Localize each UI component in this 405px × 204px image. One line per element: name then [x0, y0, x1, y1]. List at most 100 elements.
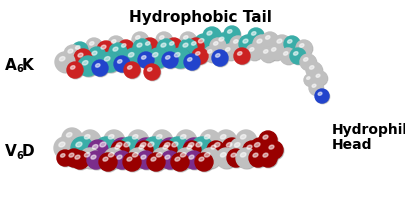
Circle shape	[136, 142, 153, 160]
Circle shape	[119, 41, 134, 57]
Circle shape	[65, 46, 83, 64]
Circle shape	[74, 49, 92, 67]
Circle shape	[284, 37, 300, 53]
Ellipse shape	[84, 153, 90, 157]
Ellipse shape	[113, 47, 118, 51]
Circle shape	[188, 39, 204, 55]
Ellipse shape	[214, 143, 220, 147]
Circle shape	[202, 27, 220, 45]
Ellipse shape	[226, 143, 231, 147]
Ellipse shape	[108, 153, 114, 157]
Ellipse shape	[315, 74, 319, 77]
Ellipse shape	[188, 143, 194, 147]
Ellipse shape	[160, 43, 166, 47]
Ellipse shape	[100, 142, 106, 147]
Circle shape	[55, 138, 77, 160]
Ellipse shape	[115, 145, 120, 149]
Circle shape	[80, 148, 100, 168]
Ellipse shape	[293, 52, 297, 55]
Circle shape	[259, 46, 275, 62]
Ellipse shape	[68, 49, 73, 53]
Ellipse shape	[101, 45, 106, 49]
Circle shape	[99, 153, 117, 171]
Circle shape	[114, 152, 132, 170]
Circle shape	[72, 43, 89, 59]
Circle shape	[177, 131, 196, 151]
Circle shape	[315, 90, 329, 104]
Ellipse shape	[91, 155, 96, 159]
Ellipse shape	[240, 153, 245, 157]
Ellipse shape	[116, 143, 121, 147]
Ellipse shape	[242, 39, 247, 43]
Circle shape	[148, 48, 168, 68]
Circle shape	[245, 44, 261, 60]
Circle shape	[180, 33, 196, 49]
Circle shape	[128, 148, 148, 168]
Circle shape	[258, 149, 276, 167]
Circle shape	[129, 149, 149, 169]
Circle shape	[124, 62, 140, 78]
Ellipse shape	[175, 157, 179, 161]
Circle shape	[207, 142, 225, 160]
Ellipse shape	[152, 53, 158, 57]
Circle shape	[224, 26, 239, 42]
Circle shape	[230, 37, 246, 53]
Circle shape	[259, 150, 277, 168]
Circle shape	[142, 38, 158, 54]
Circle shape	[249, 150, 267, 168]
Circle shape	[54, 137, 76, 159]
Circle shape	[177, 149, 196, 169]
Circle shape	[235, 148, 256, 168]
Ellipse shape	[183, 36, 188, 39]
Circle shape	[86, 38, 102, 54]
Ellipse shape	[207, 31, 211, 35]
Ellipse shape	[69, 153, 74, 157]
Circle shape	[300, 55, 316, 71]
Circle shape	[248, 29, 264, 45]
Circle shape	[179, 39, 196, 57]
Circle shape	[95, 137, 117, 159]
Circle shape	[144, 138, 166, 160]
Ellipse shape	[262, 153, 267, 157]
Circle shape	[170, 48, 190, 68]
Circle shape	[200, 149, 220, 169]
Circle shape	[112, 138, 132, 158]
Circle shape	[185, 152, 203, 170]
Ellipse shape	[75, 155, 80, 159]
Ellipse shape	[299, 44, 303, 47]
Circle shape	[113, 151, 131, 169]
Circle shape	[188, 38, 203, 54]
Ellipse shape	[108, 135, 114, 139]
Ellipse shape	[237, 52, 241, 55]
Circle shape	[158, 40, 175, 58]
Ellipse shape	[287, 40, 291, 43]
Ellipse shape	[70, 66, 75, 69]
Circle shape	[138, 152, 156, 170]
Circle shape	[93, 61, 109, 77]
Ellipse shape	[254, 143, 259, 147]
Circle shape	[262, 33, 278, 49]
Circle shape	[97, 41, 115, 59]
Ellipse shape	[164, 143, 170, 147]
Circle shape	[62, 128, 82, 148]
Circle shape	[290, 49, 306, 65]
Ellipse shape	[140, 143, 146, 147]
Ellipse shape	[145, 42, 149, 45]
Ellipse shape	[117, 155, 121, 159]
Circle shape	[306, 63, 322, 79]
Ellipse shape	[195, 142, 201, 147]
Ellipse shape	[128, 53, 134, 57]
Circle shape	[304, 75, 316, 87]
Circle shape	[267, 44, 284, 60]
Circle shape	[279, 48, 295, 64]
Circle shape	[312, 71, 326, 85]
Circle shape	[222, 139, 243, 159]
Circle shape	[100, 154, 117, 172]
Text: 6: 6	[16, 64, 23, 74]
Circle shape	[147, 153, 164, 171]
Circle shape	[88, 47, 106, 65]
Ellipse shape	[180, 135, 185, 139]
Circle shape	[175, 148, 196, 168]
Ellipse shape	[271, 48, 275, 51]
Circle shape	[105, 131, 125, 151]
